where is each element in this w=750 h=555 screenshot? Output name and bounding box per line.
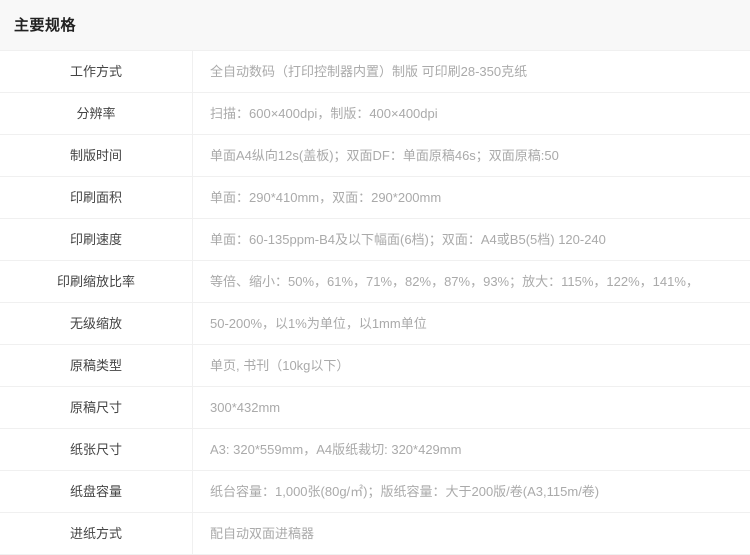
spec-value: 扫描：600×400dpi，制版：400×400dpi <box>210 94 750 133</box>
spec-label: 印刷速度 <box>0 220 192 259</box>
spec-label-cell: 原稿类型 <box>0 345 193 387</box>
spec-label-cell: 分辨率 <box>0 93 193 135</box>
table-row: 进纸方式 配自动双面进稿器 <box>0 513 750 555</box>
spec-value: 全自动数码（打印控制器内置）制版 可印刷28-350克纸 <box>210 52 750 91</box>
table-row: 印刷缩放比率 等倍、缩小：50%，61%，71%，82%，87%，93%；放大：… <box>0 261 750 303</box>
spec-value: 单面：290*410mm，双面：290*200mm <box>210 178 750 217</box>
spec-value-cell: 单面：290*410mm，双面：290*200mm <box>193 177 750 219</box>
spec-value: 单面A4纵向12s(盖板)；双面DF：单面原稿46s；双面原稿:50 <box>210 136 750 175</box>
table-row: 原稿尺寸 300*432mm <box>0 387 750 429</box>
spec-label: 无级缩放 <box>0 304 192 343</box>
spec-label: 进纸方式 <box>0 514 192 553</box>
spec-label: 纸盘容量 <box>0 472 192 511</box>
table-row: 制版时间 单面A4纵向12s(盖板)；双面DF：单面原稿46s；双面原稿:50 <box>0 135 750 177</box>
spec-label-cell: 工作方式 <box>0 51 193 93</box>
spec-value: A3: 320*559mm，A4版纸裁切: 320*429mm <box>210 430 750 469</box>
spec-value-cell: 纸台容量：1,000张(80g/㎡)；版纸容量：大于200版/卷(A3,115m… <box>193 471 750 513</box>
spec-label: 原稿尺寸 <box>0 388 192 427</box>
spec-value: 单页, 书刊（10kg以下） <box>210 346 750 385</box>
spec-label: 原稿类型 <box>0 346 192 385</box>
spec-label-cell: 制版时间 <box>0 135 193 177</box>
spec-label-cell: 印刷速度 <box>0 219 193 261</box>
spec-value-cell: 单页, 书刊（10kg以下） <box>193 345 750 387</box>
spec-label-cell: 无级缩放 <box>0 303 193 345</box>
spec-value: 配自动双面进稿器 <box>210 514 750 553</box>
page-title: 主要规格 <box>14 18 76 33</box>
table-row: 分辨率 扫描：600×400dpi，制版：400×400dpi <box>0 93 750 135</box>
spec-label-cell: 纸盘容量 <box>0 471 193 513</box>
table-row: 原稿类型 单页, 书刊（10kg以下） <box>0 345 750 387</box>
spec-label-cell: 原稿尺寸 <box>0 387 193 429</box>
table-row: 工作方式 全自动数码（打印控制器内置）制版 可印刷28-350克纸 <box>0 51 750 93</box>
table-row: 纸张尺寸 A3: 320*559mm，A4版纸裁切: 320*429mm <box>0 429 750 471</box>
spec-label: 纸张尺寸 <box>0 430 192 469</box>
table-row: 无级缩放 50-200%，以1%为单位，以1mm单位 <box>0 303 750 345</box>
spec-label-cell: 印刷面积 <box>0 177 193 219</box>
spec-value-cell: 扫描：600×400dpi，制版：400×400dpi <box>193 93 750 135</box>
table-row: 印刷速度 单面：60-135ppm-B4及以下幅面(6档)；双面：A4或B5(5… <box>0 219 750 261</box>
spec-value-cell: 等倍、缩小：50%，61%，71%，82%，87%，93%；放大：115%，12… <box>193 261 750 303</box>
spec-value: 等倍、缩小：50%，61%，71%，82%，87%，93%；放大：115%，12… <box>210 262 750 301</box>
spec-label-cell: 纸张尺寸 <box>0 429 193 471</box>
spec-value-cell: A3: 320*559mm，A4版纸裁切: 320*429mm <box>193 429 750 471</box>
table-row: 印刷面积 单面：290*410mm，双面：290*200mm <box>0 177 750 219</box>
table-row: 纸盘容量 纸台容量：1,000张(80g/㎡)；版纸容量：大于200版/卷(A3… <box>0 471 750 513</box>
spec-value-cell: 全自动数码（打印控制器内置）制版 可印刷28-350克纸 <box>193 51 750 93</box>
spec-value: 纸台容量：1,000张(80g/㎡)；版纸容量：大于200版/卷(A3,115m… <box>210 472 750 511</box>
specifications-panel: 主要规格 工作方式 全自动数码（打印控制器内置）制版 可印刷28-350克纸 分… <box>0 0 750 542</box>
spec-label-cell: 印刷缩放比率 <box>0 261 193 303</box>
spec-label: 印刷面积 <box>0 178 192 217</box>
spec-value-cell: 300*432mm <box>193 387 750 429</box>
panel-header: 主要规格 <box>0 0 750 50</box>
spec-value-cell: 50-200%，以1%为单位，以1mm单位 <box>193 303 750 345</box>
spec-value-cell: 配自动双面进稿器 <box>193 513 750 555</box>
spec-value: 50-200%，以1%为单位，以1mm单位 <box>210 304 750 343</box>
spec-label: 制版时间 <box>0 136 192 175</box>
spec-value: 单面：60-135ppm-B4及以下幅面(6档)；双面：A4或B5(5档) 12… <box>210 220 750 259</box>
specifications-table: 工作方式 全自动数码（打印控制器内置）制版 可印刷28-350克纸 分辨率 扫描… <box>0 50 750 555</box>
spec-label: 分辨率 <box>0 94 192 133</box>
specifications-table-body: 工作方式 全自动数码（打印控制器内置）制版 可印刷28-350克纸 分辨率 扫描… <box>0 51 750 555</box>
spec-label-cell: 进纸方式 <box>0 513 193 555</box>
spec-label: 工作方式 <box>0 52 192 91</box>
spec-value: 300*432mm <box>210 388 750 427</box>
spec-value-cell: 单面A4纵向12s(盖板)；双面DF：单面原稿46s；双面原稿:50 <box>193 135 750 177</box>
spec-label: 印刷缩放比率 <box>0 262 192 301</box>
spec-value-cell: 单面：60-135ppm-B4及以下幅面(6档)；双面：A4或B5(5档) 12… <box>193 219 750 261</box>
